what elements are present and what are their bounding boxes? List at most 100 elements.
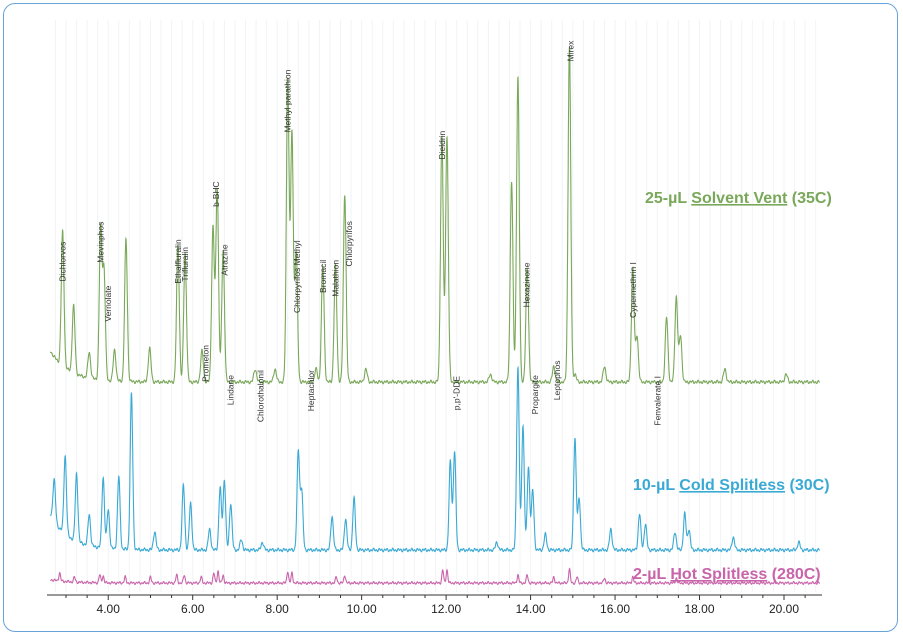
peak-label: Cypermethrin I — [628, 262, 638, 318]
peak-point — [680, 335, 681, 336]
faint-grid — [54, 20, 817, 592]
legend-entry: 2-µL Hot Splitless (280C) — [633, 566, 821, 583]
x-tick-label: 6.00 — [181, 602, 205, 616]
peak-point — [353, 497, 354, 498]
peak-point — [450, 461, 451, 462]
peak-label: Atrazine — [219, 244, 229, 275]
peak-point — [89, 356, 90, 357]
peak-point — [345, 518, 346, 519]
x-tick-label: 4.00 — [97, 602, 121, 616]
peak-point — [125, 240, 126, 241]
legends: 25-µL Solvent Vent (35C) 10-µL Cold Split… — [633, 190, 832, 583]
peak-point — [74, 577, 75, 578]
peak-point — [574, 438, 575, 439]
peak-point — [684, 513, 685, 514]
x-tick-label: 12.00 — [431, 602, 461, 616]
traces — [49, 46, 821, 586]
peak-point — [176, 574, 177, 575]
peak-point — [213, 572, 214, 573]
peak-point — [336, 576, 337, 577]
peak-point — [149, 348, 150, 349]
x-tick-label: 20.00 — [769, 602, 799, 616]
peak-point — [688, 529, 689, 530]
peak-label: Methyl parathion — [283, 69, 293, 132]
peak-point — [442, 569, 443, 570]
peak-label: Prometon — [200, 345, 210, 382]
x-axis: 4.00 6.00 8.00 10.00 12.00 14.00 16.00 18.00 20.… — [47, 594, 822, 616]
peak-point — [496, 542, 497, 543]
peak-label: Vernolate — [103, 285, 113, 321]
x-tick-label: 8.00 — [265, 602, 289, 616]
peak-point — [522, 425, 523, 426]
peak-point — [528, 466, 529, 467]
peak-label: Bromacil — [318, 260, 328, 293]
peak-point — [490, 374, 491, 375]
x-tick-label: 16.00 — [600, 602, 630, 616]
peak-point — [223, 574, 224, 575]
legend-entry: 10-µL Cold Splitless (30C) — [633, 477, 830, 494]
chart-frame — [3, 3, 898, 632]
peak-label: Dieldrin — [437, 130, 447, 159]
peak-point — [103, 273, 104, 274]
peak-point — [579, 497, 580, 498]
peak-point — [315, 369, 316, 370]
peak-point — [636, 335, 637, 336]
peak-point — [217, 570, 218, 571]
peak-point — [201, 576, 202, 577]
peak-point — [511, 180, 512, 181]
peak-point — [298, 451, 299, 452]
peak-label: b-BHC — [211, 181, 221, 207]
peak-point — [212, 227, 213, 228]
series-line — [49, 46, 820, 385]
peak-point — [574, 374, 575, 375]
peak-point — [103, 479, 104, 480]
peak-point — [103, 575, 104, 576]
peak-point — [125, 576, 126, 577]
peak-point — [54, 508, 55, 509]
peak-point — [183, 484, 184, 485]
peak-point — [241, 539, 242, 540]
peak-point — [150, 576, 151, 577]
peak-point — [545, 534, 546, 535]
peak-point — [262, 542, 263, 543]
x-tick-label: 18.00 — [685, 602, 715, 616]
peak-point — [344, 574, 345, 575]
peak-point — [798, 542, 799, 543]
peak-point — [517, 574, 518, 575]
peak-point — [569, 568, 570, 569]
peak-label: Chlorpyrifos Methyl — [292, 240, 302, 313]
peak-point — [275, 369, 276, 370]
peak-label: Fenvalerate I — [652, 376, 662, 426]
peak-label: Mevinphos — [96, 222, 106, 263]
peak-label: Malathion — [331, 260, 341, 297]
peak-point — [89, 518, 90, 519]
peak-label: Hexazinone — [521, 262, 531, 307]
legend-entry-part: (30C) — [785, 477, 829, 494]
legend-entry-part: Hot Splitless — [670, 566, 767, 583]
peak-point — [527, 574, 528, 575]
peak-label: Leptophos — [552, 361, 562, 401]
legend-entry-part: (35C) — [787, 190, 831, 207]
legend-entry-part: Cold Splitless — [679, 477, 785, 494]
peak-point — [184, 574, 185, 575]
peak-point — [59, 574, 60, 575]
peak-label: Dichlorvos — [58, 242, 68, 282]
peak-label: Lindane — [226, 375, 236, 406]
peak-point — [576, 576, 577, 577]
peak-point — [532, 490, 533, 491]
peak-point — [65, 471, 66, 472]
x-tick-label: 14.00 — [516, 602, 546, 616]
peak-point — [99, 574, 100, 575]
peak-point — [291, 134, 292, 135]
peak-point — [553, 576, 554, 577]
peak-label: Trifluralin — [180, 247, 190, 282]
peak-point — [517, 367, 518, 368]
peak-label: Ethalfluralin — [173, 239, 183, 284]
peak-label: p,p'-DDE — [452, 376, 462, 411]
peak-point — [604, 577, 605, 578]
peak-point — [724, 369, 725, 370]
peak-point — [76, 482, 77, 483]
peak-point — [220, 487, 221, 488]
peak-point — [674, 531, 675, 532]
legend-entry-part: 10-µL — [633, 477, 679, 494]
